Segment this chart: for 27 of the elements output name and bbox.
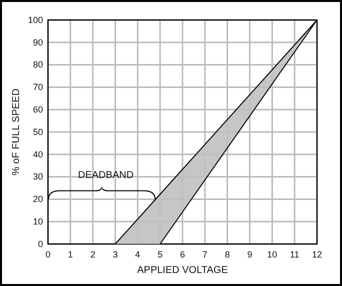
y-tick-label: 70 <box>32 82 43 92</box>
y-tick-label: 90 <box>32 37 43 48</box>
y-tick-label: 20 <box>32 194 43 204</box>
y-tick-label: 30 <box>32 172 43 182</box>
x-tick-label: 9 <box>247 249 252 260</box>
x-tick-label: 5 <box>158 249 163 260</box>
x-axis-title: APPLIED VOLTAGE <box>137 265 228 276</box>
x-tick-label: 12 <box>312 249 322 260</box>
y-tick-label: 80 <box>32 60 43 70</box>
annotation: DEADBAND <box>78 170 134 182</box>
x-tick-label: 0 <box>45 249 51 260</box>
x-tick-label: 8 <box>224 249 230 260</box>
y-tick-label: 10 <box>32 216 43 226</box>
y-axis-title: % oF FULL SPEED <box>11 88 22 176</box>
y-tick-label: 0 <box>38 238 43 249</box>
x-tick-label: 6 <box>180 249 186 260</box>
y-tick-label: 100 <box>28 14 43 25</box>
y-tick-label: 40 <box>32 149 43 160</box>
x-tick-label: 11 <box>290 249 300 260</box>
x-tick-label: 7 <box>202 249 208 260</box>
y-tick-label: 60 <box>32 104 43 114</box>
x-tick-label: 2 <box>90 249 96 260</box>
y-tick-label: 50 <box>32 126 43 137</box>
x-tick-label: 1 <box>68 249 73 260</box>
x-tick-label: 10 <box>267 249 278 260</box>
x-tick-label: 4 <box>135 249 140 260</box>
x-tick-label: 3 <box>112 249 118 260</box>
